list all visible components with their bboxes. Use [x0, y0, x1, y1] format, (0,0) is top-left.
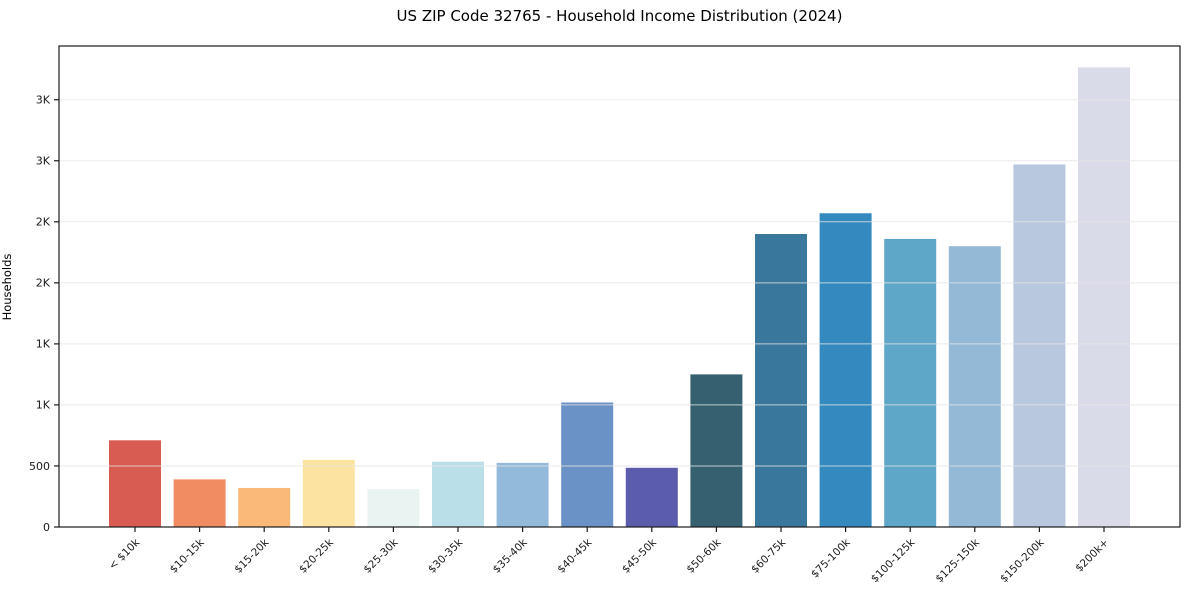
bar — [1078, 67, 1130, 528]
y-tick-label: 3K — [36, 155, 51, 168]
x-tick-label: $45-50k — [620, 536, 660, 576]
bar — [302, 459, 355, 527]
x-tick-label: $25-30k — [361, 536, 401, 576]
x-tick-label: $15-20k — [232, 536, 272, 576]
x-tick-label: $75-100k — [809, 536, 853, 580]
x-tick-label: $40-45k — [555, 536, 595, 576]
bar — [625, 467, 678, 527]
y-tick-label: 1K — [36, 338, 51, 351]
bar — [819, 213, 872, 527]
y-tick-label: 1K — [36, 399, 51, 412]
x-tick-label: $30-35k — [426, 536, 466, 576]
bar — [690, 374, 743, 527]
y-tick-label: 2K — [36, 277, 51, 290]
x-tick-label: $10-15k — [168, 536, 208, 576]
bar — [948, 246, 1001, 527]
x-tick-label: $20-25k — [297, 536, 337, 576]
x-tick-label: $150-200k — [998, 536, 1047, 585]
bar — [561, 402, 614, 527]
bar — [755, 234, 807, 528]
x-tick-label: $35-40k — [491, 536, 531, 576]
x-tick-label: $200k+ — [1073, 537, 1111, 575]
bar — [109, 440, 161, 527]
y-tick-label: 0 — [43, 521, 50, 534]
bar — [173, 479, 226, 527]
bar — [238, 487, 291, 527]
bar — [1013, 164, 1066, 528]
y-tick-label: 3K — [36, 94, 51, 107]
x-tick-label: $50-60k — [684, 536, 724, 576]
chart-title: US ZIP Code 32765 - Household Income Dis… — [396, 7, 843, 25]
plot-background — [59, 46, 1180, 527]
bar — [432, 461, 484, 527]
bar — [496, 462, 549, 527]
axes-spines — [58, 45, 1181, 528]
x-tick-label: $125-150k — [933, 536, 982, 585]
x-tick-label: $60-75k — [749, 536, 789, 576]
y-tick-label: 500 — [29, 460, 50, 473]
bar — [367, 489, 420, 527]
x-tick-label: $100-125k — [869, 536, 918, 585]
x-tick-label: < $10k — [107, 536, 143, 572]
bar — [884, 238, 937, 528]
y-tick-label: 2K — [36, 216, 51, 229]
